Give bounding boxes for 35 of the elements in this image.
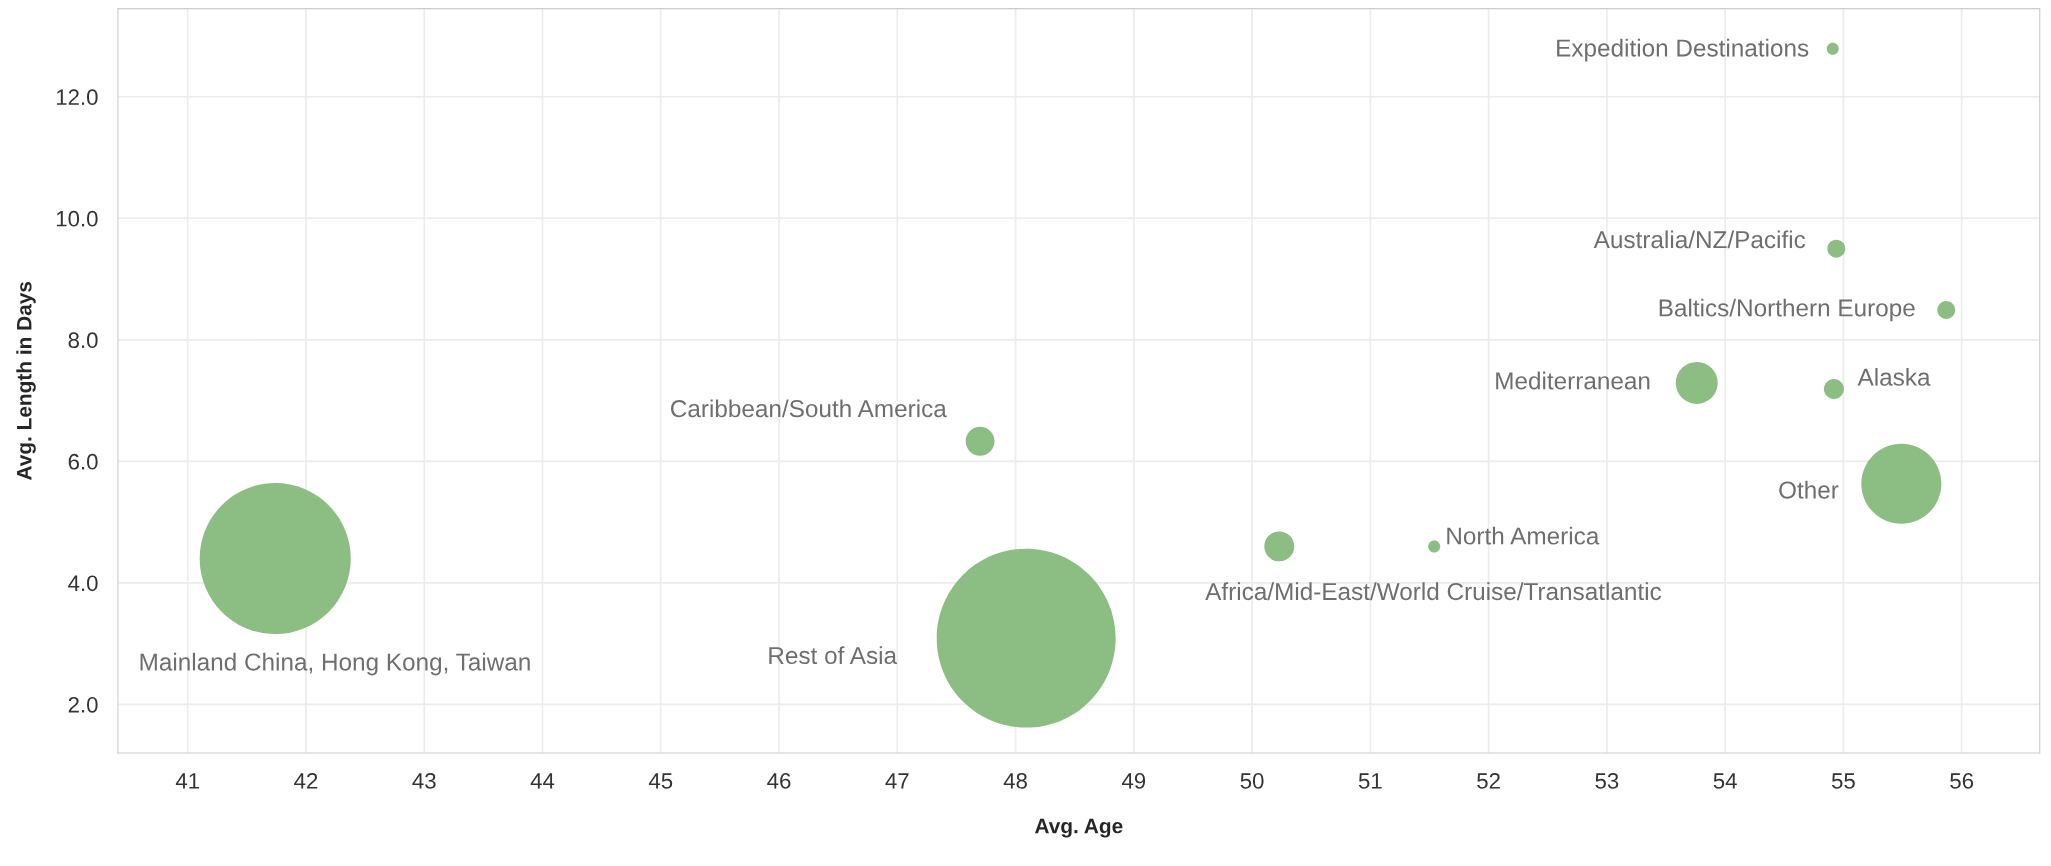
x-tick-label: 44 [530,773,555,789]
x-axis-title: Avg. Age [1034,818,1123,838]
x-tick-label: 52 [1477,773,1500,789]
x-tick-label: 47 [885,773,909,789]
x-tick-label: 45 [648,773,673,789]
y-tick-label: 10.0 [56,210,98,227]
x-tick-label: 54 [1713,773,1737,789]
annotation: Australia/NZ/Pacific [1593,230,1806,249]
x-tick-label: 50 [1240,773,1264,789]
x-tick-label: 55 [1831,773,1855,789]
annotation: Baltics/Northern Europe [1659,298,1915,322]
y-tick-label: 4.0 [68,575,98,592]
annotation: Mediterranean [1496,371,1650,390]
x-tick-label: 51 [1358,773,1382,789]
x-tick-label: 43 [412,773,436,789]
y-tick-label: 2.0 [68,696,98,713]
y-tick-label: 6.0 [68,453,98,470]
y-axis-title: Avg. Length in Days [16,281,36,481]
y-tick-label: 8.0 [68,332,98,349]
annotation: Expedition Destinations [1557,38,1809,62]
x-tick-label: 53 [1595,773,1619,789]
y-tick-label: 12.0 [56,89,98,106]
annotation: Other [1779,480,1839,499]
annotation: Mainland China, Hong Kong, Taiwan [140,652,530,676]
x-tick-label: 48 [1003,773,1027,789]
annotation: Alaska [1857,367,1931,386]
annotation: Africa/Mid-East/World Cruise/Transatlantic [1205,582,1662,601]
annotation: North America [1447,526,1600,545]
annotation: Rest of Asia [769,646,898,665]
x-tick-label: 56 [1950,773,1974,789]
x-tick-label: 46 [767,773,791,789]
x-tick-label: 42 [294,773,318,789]
annotation: Caribbean/South America [671,399,947,418]
x-tick-label: 41 [175,773,199,789]
x-tick-label: 49 [1121,773,1146,789]
